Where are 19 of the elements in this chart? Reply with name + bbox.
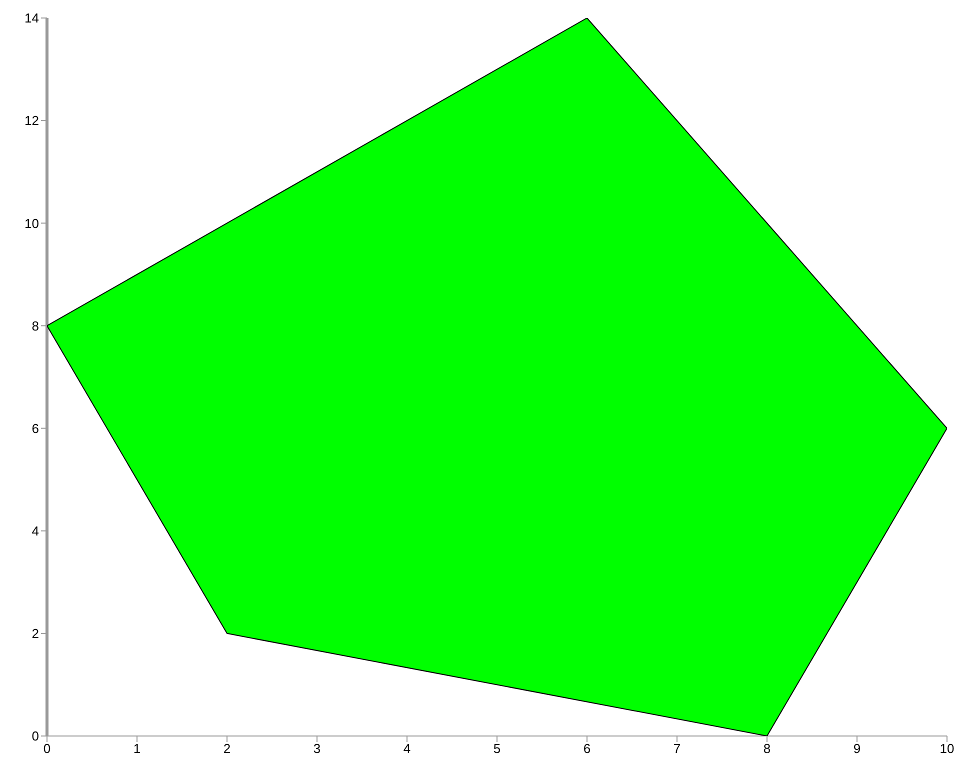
y-tick-label: 0	[32, 728, 39, 744]
y-tick-label: 14	[24, 10, 39, 26]
x-tick-label: 6	[583, 741, 591, 756]
y-tick-label: 4	[32, 523, 39, 538]
y-tick-label: 10	[24, 216, 39, 231]
x-tick-label: 7	[673, 741, 681, 756]
x-tick-label: 1	[133, 741, 141, 756]
x-tick-label: 2	[223, 741, 231, 756]
y-tick-label: 2	[32, 626, 39, 642]
x-tick-label: 0	[43, 741, 51, 756]
x-tick-label: 5	[493, 741, 501, 756]
x-tick-label: 9	[853, 741, 861, 756]
x-tick-label: 3	[313, 741, 321, 756]
x-tick-label: 4	[403, 741, 411, 756]
y-tick-label: 12	[24, 113, 39, 128]
y-tick-label: 6	[32, 420, 39, 436]
y-tick-label: 8	[32, 318, 39, 334]
x-tick-label: 8	[763, 741, 771, 756]
x-tick-label: 10	[940, 741, 954, 756]
